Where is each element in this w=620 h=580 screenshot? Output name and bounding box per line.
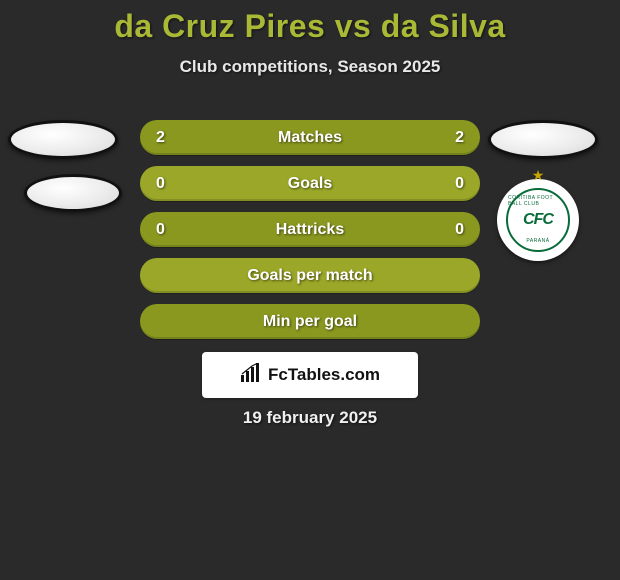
- stat-rows: 2 Matches 2 0 Goals 0 0 Hattricks 0 Goal…: [140, 120, 480, 350]
- bar-chart-icon: [240, 363, 262, 388]
- stat-row-matches: 2 Matches 2: [140, 120, 480, 155]
- watermark: FcTables.com: [202, 352, 418, 398]
- stat-left-value: 2: [156, 129, 165, 147]
- stat-right-value: 0: [455, 221, 464, 239]
- date-label: 19 february 2025: [0, 408, 620, 428]
- stat-row-hattricks: 0 Hattricks 0: [140, 212, 480, 247]
- page-title: da Cruz Pires vs da Silva: [0, 0, 620, 45]
- infographic-root: da Cruz Pires vs da Silva Club competiti…: [0, 0, 620, 580]
- stat-label: Goals: [140, 175, 480, 193]
- stat-row-gpm: Goals per match: [140, 258, 480, 293]
- stat-right-value: 0: [455, 175, 464, 193]
- page-subtitle: Club competitions, Season 2025: [0, 57, 620, 77]
- player-left-avatar-2: [24, 174, 122, 212]
- stat-row-mpg: Min per goal: [140, 304, 480, 339]
- club-badge-inner: CORITIBA FOOT BALL CLUB CFC PARANÁ: [506, 188, 570, 252]
- watermark-text: FcTables.com: [268, 365, 380, 385]
- stat-label: Hattricks: [140, 221, 480, 239]
- stat-label: Matches: [140, 129, 480, 147]
- stat-left-value: 0: [156, 221, 165, 239]
- player-left-avatar-1: [8, 120, 118, 159]
- stat-row-goals: 0 Goals 0: [140, 166, 480, 201]
- stat-label: Min per goal: [140, 313, 480, 331]
- star-icon: ★: [532, 167, 545, 184]
- club-badge: ★ CORITIBA FOOT BALL CLUB CFC PARANÁ: [497, 179, 579, 261]
- badge-text: CFC: [523, 211, 553, 229]
- stat-label: Goals per match: [140, 267, 480, 285]
- stat-right-value: 2: [455, 129, 464, 147]
- stat-left-value: 0: [156, 175, 165, 193]
- badge-arc-bottom: PARANÁ: [526, 238, 549, 244]
- player-right-avatar: [488, 120, 598, 159]
- badge-arc-top: CORITIBA FOOT BALL CLUB: [508, 195, 568, 207]
